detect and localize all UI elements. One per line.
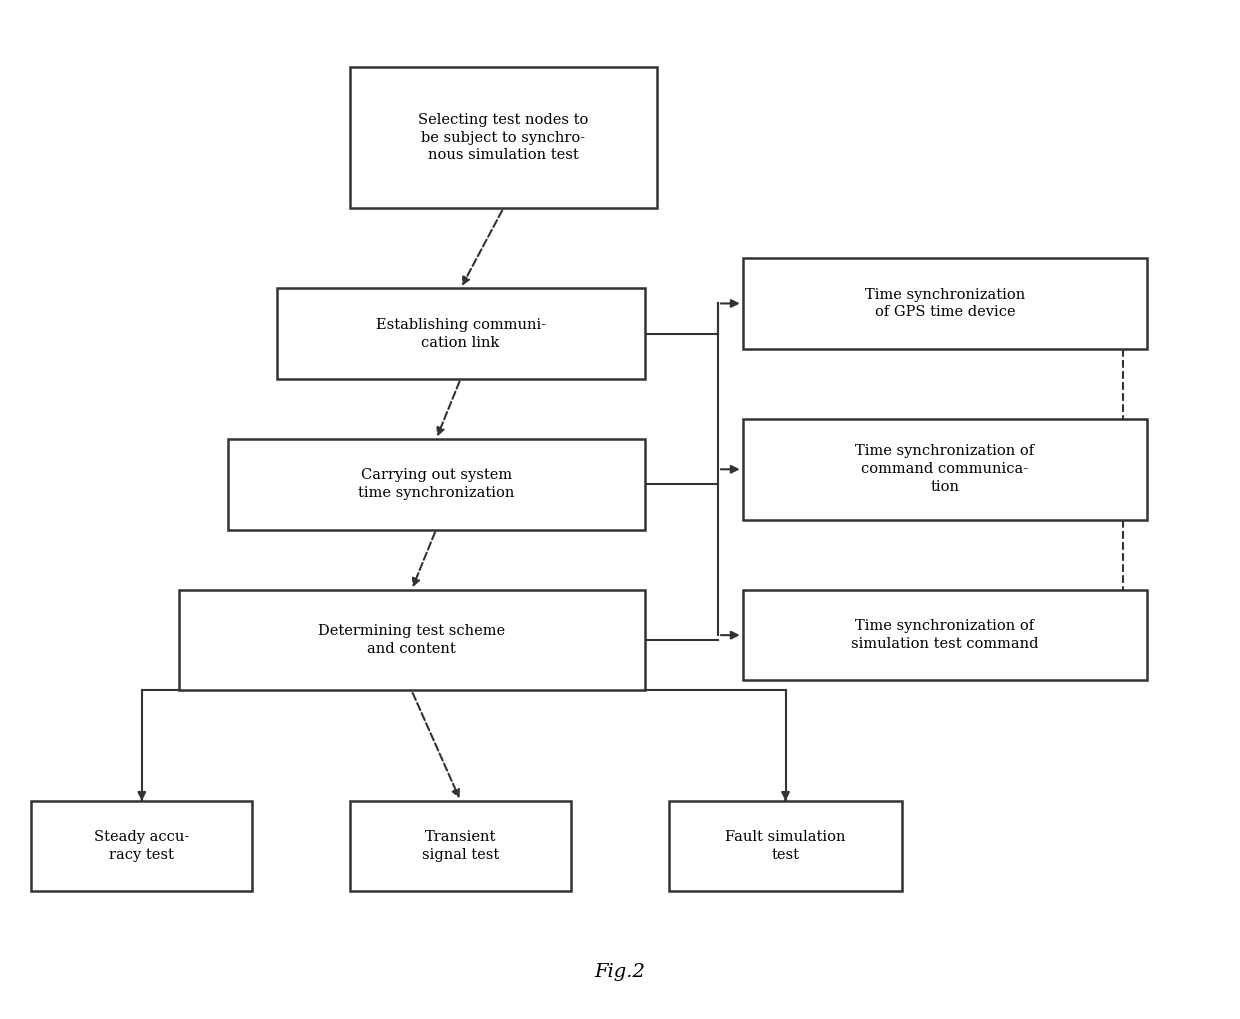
FancyBboxPatch shape [743,590,1147,681]
FancyBboxPatch shape [743,419,1147,520]
FancyBboxPatch shape [670,801,901,892]
FancyBboxPatch shape [350,801,570,892]
Text: Carrying out system
time synchronization: Carrying out system time synchronization [358,469,515,500]
FancyBboxPatch shape [743,258,1147,348]
FancyBboxPatch shape [277,288,645,379]
FancyBboxPatch shape [350,67,657,208]
FancyBboxPatch shape [31,801,252,892]
Text: Time synchronization
of GPS time device: Time synchronization of GPS time device [864,287,1025,319]
Text: Establishing communi-
cation link: Establishing communi- cation link [376,318,546,350]
Text: Time synchronization of
command communica-
tion: Time synchronization of command communic… [856,444,1034,494]
FancyBboxPatch shape [179,590,645,691]
Text: Determining test scheme
and content: Determining test scheme and content [317,625,505,656]
Text: Time synchronization of
simulation test command: Time synchronization of simulation test … [851,620,1039,651]
Text: Transient
signal test: Transient signal test [422,830,500,862]
FancyBboxPatch shape [228,439,645,530]
Text: Fault simulation
test: Fault simulation test [725,830,846,862]
Text: Fig.2: Fig.2 [594,963,646,981]
Text: Selecting test nodes to
be subject to synchro-
nous simulation test: Selecting test nodes to be subject to sy… [418,113,589,162]
Text: Steady accu-
racy test: Steady accu- racy test [94,830,190,862]
